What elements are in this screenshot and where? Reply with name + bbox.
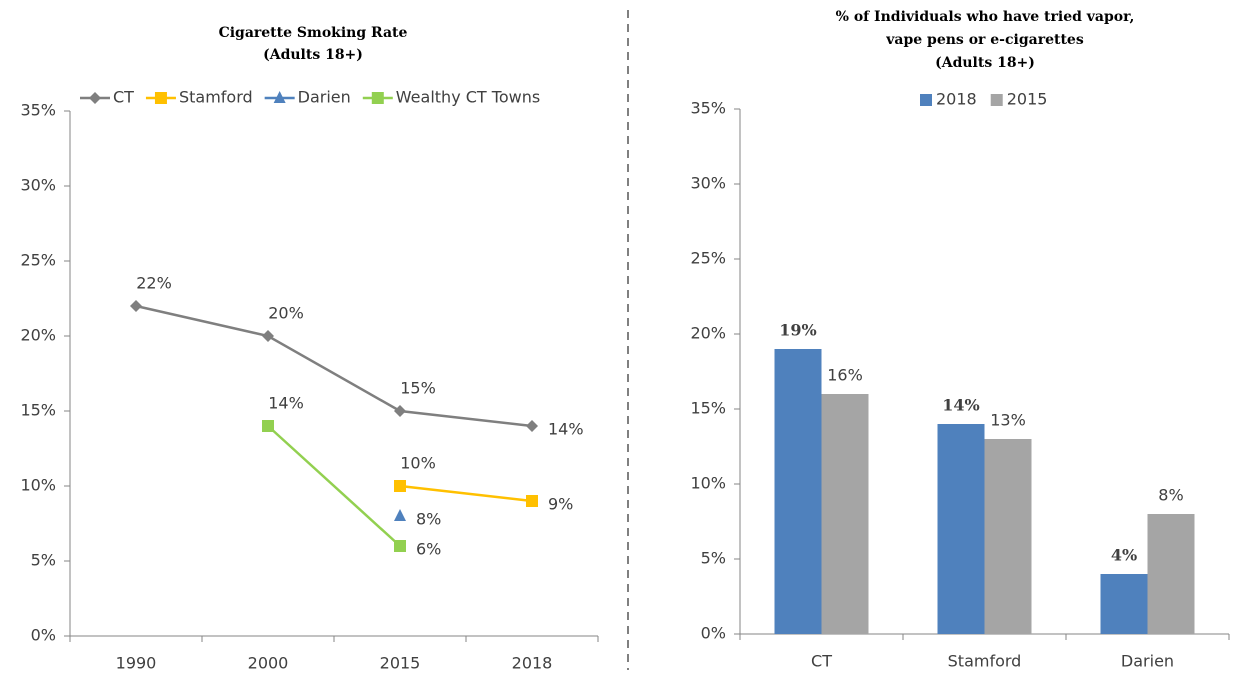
data-label: 14% [548,420,584,439]
x-tick-label: CT [811,652,832,671]
data-label: 16% [827,366,863,385]
bar [1100,574,1148,634]
series-line [399,484,533,503]
y-tick-label: 15% [20,401,56,420]
y-tick-label: 30% [690,174,726,193]
data-label: 8% [416,510,441,529]
y-tick-label: 0% [701,624,726,643]
chart-subtitle: (Adults 18+) [263,47,363,63]
marker [394,540,406,552]
chart-subtitle: vape pens or e-cigarettes [885,32,1084,48]
x-tick-label: 2015 [380,654,421,673]
legend-marker [154,92,167,104]
y-tick-label: 15% [690,399,726,418]
marker [262,420,274,432]
data-label: 10% [400,454,436,473]
data-label: 8% [1158,486,1183,505]
legend-marker [89,92,101,104]
legend-label: Stamford [179,88,253,107]
y-tick-label: 5% [701,549,726,568]
bar [774,349,822,634]
series-line [267,425,401,547]
x-tick-label: 2000 [248,654,289,673]
y-tick-label: 20% [690,324,726,343]
data-label: 6% [416,540,441,559]
bar [937,424,985,634]
legend-swatch [990,94,1003,106]
chart-title: % of Individuals who have tried vapor, [836,9,1135,25]
legend-swatch [920,94,932,106]
data-label: 14% [942,396,979,415]
marker [262,330,274,342]
y-tick-label: 25% [20,251,56,270]
marker [394,405,406,417]
legend-marker [273,91,286,103]
data-label: 15% [400,379,436,398]
y-tick-label: 10% [20,476,56,495]
data-label: 9% [548,495,573,514]
bar [984,439,1032,634]
y-tick-label: 5% [31,551,56,570]
legend-label: CT [113,88,134,107]
legend-marker [371,92,384,104]
legend-label: 2018 [936,90,977,109]
y-tick-label: 25% [690,249,726,268]
marker [526,420,538,432]
chart-title: Cigarette Smoking Rate [219,25,408,41]
x-tick-label: 1990 [116,654,157,673]
y-tick-label: 0% [31,626,56,645]
legend-label: Wealthy CT Towns [396,88,540,107]
bar [821,394,869,634]
data-label: 19% [779,321,816,340]
legend-label: 2015 [1007,90,1048,109]
series-line [135,304,533,428]
bar [1147,514,1195,634]
x-tick-label: Darien [1121,652,1174,671]
y-tick-label: 30% [20,176,56,195]
x-tick-label: Stamford [948,652,1022,671]
legend-label: Darien [298,88,351,107]
marker [526,495,538,507]
y-tick-label: 20% [20,326,56,345]
marker [394,509,406,521]
data-label: 13% [990,411,1026,430]
chart-note: (Adults 18+) [935,55,1035,71]
data-label: 14% [268,394,304,413]
y-tick-label: 35% [20,101,56,120]
y-tick-label: 10% [690,474,726,493]
data-label: 20% [268,304,304,323]
data-label: 4% [1111,546,1137,565]
marker [394,480,406,492]
data-label: 22% [136,274,172,293]
x-tick-label: 2018 [512,654,553,673]
y-tick-label: 35% [690,99,726,118]
marker [130,300,142,312]
